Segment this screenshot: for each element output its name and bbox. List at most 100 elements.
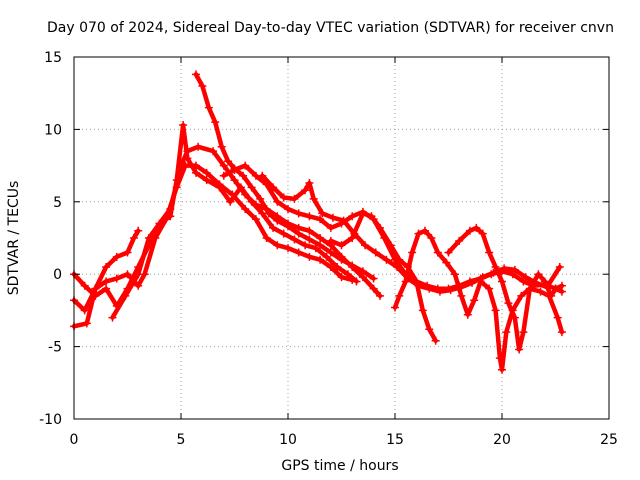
data-point <box>348 261 357 270</box>
data-point <box>333 262 342 271</box>
data-point <box>412 277 421 286</box>
data-point <box>82 319 91 328</box>
y-tick-label: 15 <box>44 50 62 66</box>
data-point <box>478 273 487 282</box>
data-point <box>305 252 314 261</box>
data-point <box>247 197 256 206</box>
data-point <box>557 281 566 290</box>
data-point <box>194 142 203 151</box>
data-point <box>337 273 346 282</box>
data-point <box>102 284 111 293</box>
series-track-d <box>108 121 361 322</box>
data-point <box>547 291 556 300</box>
data-point <box>230 176 239 185</box>
data-point <box>431 336 440 345</box>
data-point <box>358 209 367 218</box>
data-point <box>498 277 506 286</box>
data-point <box>226 197 235 206</box>
data-point <box>273 216 282 225</box>
data-point <box>491 262 500 271</box>
data-point <box>395 291 404 300</box>
data-point <box>166 212 175 221</box>
data-point <box>551 284 560 293</box>
data-point <box>485 248 494 257</box>
x-tick-labels: 0 5 10 15 20 25 <box>70 432 618 448</box>
data-point <box>123 248 132 257</box>
data-point <box>198 81 207 90</box>
data-point <box>121 291 130 300</box>
data-point <box>284 222 292 231</box>
data-point <box>425 284 434 293</box>
data-point <box>311 244 320 253</box>
data-point <box>217 142 226 151</box>
data-point <box>251 215 260 224</box>
data-point <box>337 255 346 264</box>
data-point <box>504 299 513 308</box>
data-point <box>491 306 500 315</box>
data-point <box>202 176 211 185</box>
x-tick-label: 0 <box>70 432 79 448</box>
data-point <box>376 291 385 300</box>
x-tick-label: 25 <box>600 432 618 448</box>
data-point <box>433 248 442 257</box>
data-point <box>450 270 459 279</box>
data-point <box>369 274 378 283</box>
data-point <box>457 291 466 300</box>
data-point <box>444 248 453 257</box>
data-point <box>476 277 485 286</box>
data-point <box>425 325 434 334</box>
data-point <box>316 215 325 224</box>
data-series <box>70 70 566 374</box>
data-point <box>463 310 472 319</box>
data-point <box>236 183 245 192</box>
data-point <box>290 235 299 244</box>
data-point <box>358 267 367 276</box>
data-point <box>401 277 410 286</box>
data-point <box>112 252 121 261</box>
data-point <box>290 194 299 203</box>
series-line <box>71 228 141 329</box>
data-point <box>181 161 190 170</box>
data-point <box>427 234 436 242</box>
data-point <box>102 277 111 286</box>
data-point <box>485 284 494 293</box>
data-point <box>191 168 200 177</box>
data-point <box>519 277 528 286</box>
x-tick-label: 15 <box>386 432 404 448</box>
plot-frame <box>73 56 610 420</box>
data-point <box>408 248 417 257</box>
y-tick-labels: -10 -5 0 5 10 15 <box>39 50 62 428</box>
data-point <box>301 241 310 250</box>
data-point <box>144 234 153 242</box>
data-point <box>502 328 511 337</box>
data-point <box>305 226 314 235</box>
data-point <box>305 212 314 221</box>
data-point <box>202 168 211 177</box>
data-point <box>326 223 335 232</box>
data-point <box>361 241 370 250</box>
data-point <box>258 171 267 180</box>
data-point <box>256 194 265 203</box>
data-point <box>395 255 404 264</box>
data-point <box>468 278 477 287</box>
series-track-i <box>391 226 566 374</box>
data-point <box>211 118 220 127</box>
data-point <box>204 103 213 112</box>
data-point <box>269 183 278 192</box>
data-point <box>326 236 335 245</box>
data-point <box>155 219 164 228</box>
x-tick-label: 20 <box>493 432 511 448</box>
data-point <box>376 223 385 232</box>
x-axis-label: GPS time / hours <box>281 458 398 474</box>
data-point <box>555 262 564 271</box>
data-point <box>472 223 481 232</box>
data-point <box>215 183 224 192</box>
y-tick-label: -10 <box>39 412 62 428</box>
data-point <box>391 303 399 312</box>
data-point <box>219 161 228 170</box>
data-point <box>284 244 292 253</box>
data-point <box>273 241 282 250</box>
data-point <box>80 306 89 315</box>
data-point <box>371 248 380 257</box>
axis-ticks <box>73 56 610 420</box>
